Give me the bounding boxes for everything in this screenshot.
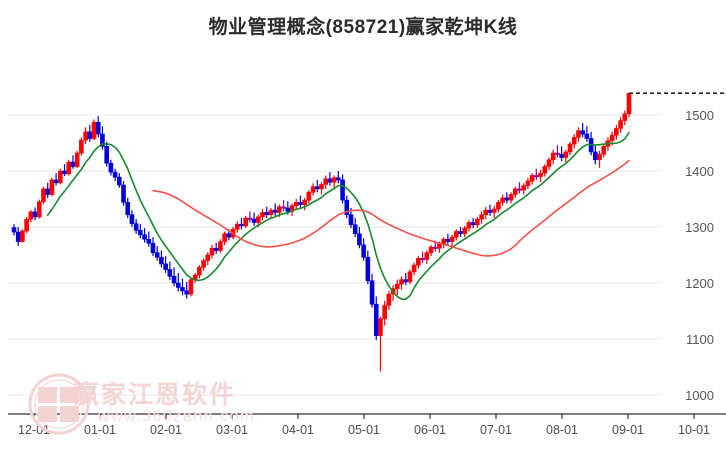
x-tick-label: 05-01: [348, 423, 380, 437]
candlestick-series: [11, 92, 632, 372]
y-tick-label: 1000: [685, 388, 714, 403]
y-tick-label: 1500: [685, 108, 714, 123]
x-tick-label: 04-01: [282, 423, 314, 437]
x-tick-label: 07-01: [480, 423, 512, 437]
y-tick-label: 1300: [685, 220, 714, 235]
page-title: 物业管理概念(858721)赢家乾坤K线: [208, 17, 518, 38]
x-axis: [8, 413, 726, 419]
x-tick-label: 02-01: [150, 423, 182, 437]
x-tick-label: 03-01: [216, 423, 248, 437]
x-tick-label: 10-01: [678, 423, 710, 437]
y-tick-label: 1400: [685, 164, 714, 179]
x-tick-label: 01-01: [84, 423, 116, 437]
x-tick-label: 08-01: [546, 423, 578, 437]
x-tick-label: 09-01: [612, 423, 644, 437]
moving-average-short-line: [46, 131, 630, 301]
y-tick-label: 1200: [685, 276, 714, 291]
y-tick-label: 1100: [686, 332, 714, 347]
gridlines: [8, 114, 660, 396]
x-tick-label: 06-01: [414, 423, 446, 437]
x-tick-label: 12-01: [18, 423, 50, 437]
moving-average-long-line: [152, 159, 630, 257]
